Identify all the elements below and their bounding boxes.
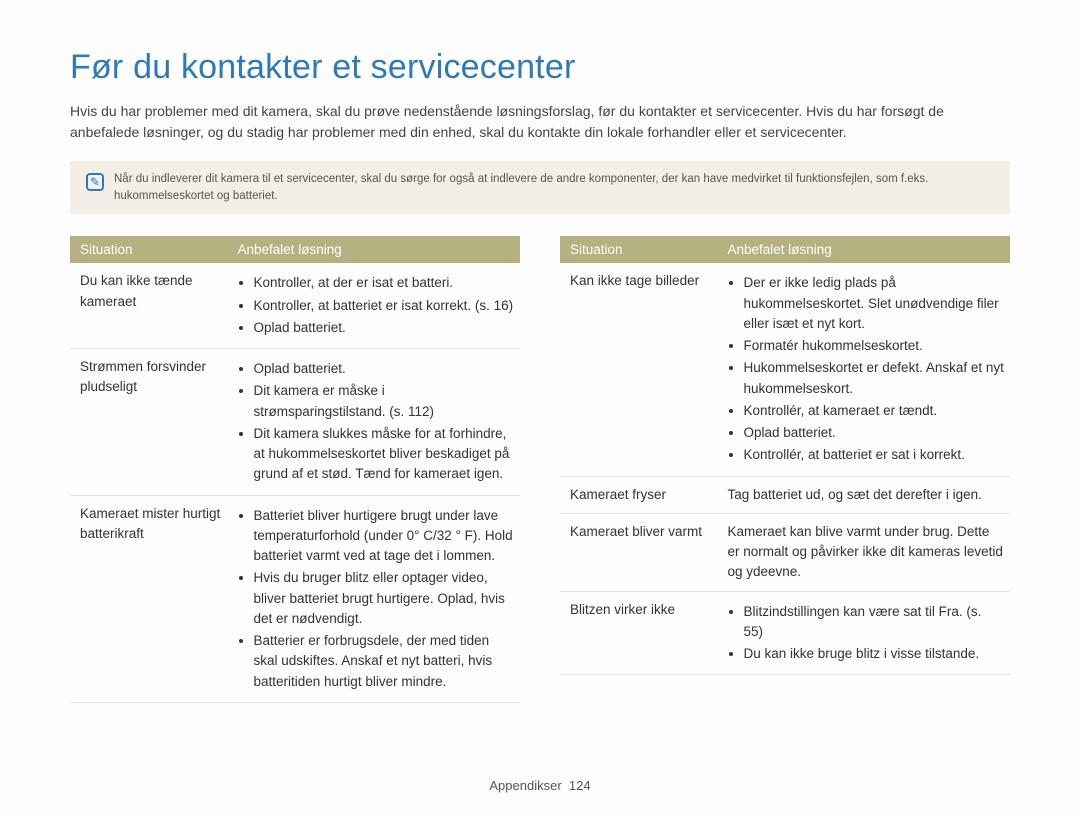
list-item: Blitzindstillingen kan være sat til Fra.… (744, 602, 1005, 643)
list-item: Oplad batteriet. (744, 423, 1005, 443)
list-item: Batterier er forbrugsdele, der med tiden… (254, 631, 515, 692)
list-item: Oplad batteriet. (254, 318, 515, 338)
troubleshoot-table-right: Situation Anbefalet løsning Kan ikke tag… (560, 236, 1010, 675)
footer-label: Appendikser (489, 778, 561, 793)
table-situation: Kan ikke tage billeder (560, 263, 718, 476)
list-item: Batteriet bliver hurtigere brugt under l… (254, 506, 515, 567)
list-item: Kontrollér, at kameraet er tændt. (744, 401, 1005, 421)
page-title: Før du kontakter et servicecenter (70, 48, 1010, 87)
table-solution: Kameraet kan blive varmt under brug. Det… (718, 513, 1011, 591)
manual-page: Før du kontakter et servicecenter Hvis d… (0, 0, 1080, 703)
page-footer: Appendikser 124 (0, 778, 1080, 793)
table-situation: Strømmen forsvinder pludseligt (70, 349, 228, 496)
intro-text: Hvis du har problemer med dit kamera, sk… (70, 101, 1010, 143)
table-solution: Batteriet bliver hurtigere brugt under l… (228, 495, 521, 702)
table-situation: Blitzen virker ikke (560, 591, 718, 675)
list-item: Hvis du bruger blitz eller optager video… (254, 568, 515, 629)
list-item: Kontrollér, at batteriet er sat i korrek… (744, 445, 1005, 465)
troubleshoot-table-left: Situation Anbefalet løsning Du kan ikke … (70, 236, 520, 703)
table-situation: Du kan ikke tænde kameraet (70, 263, 228, 348)
list-item: Hukommelseskortet er defekt. Anskaf et n… (744, 358, 1005, 399)
th-solution: Anbefalet løsning (718, 236, 1011, 263)
table-solution: Der er ikke ledig plads på hukommelsesko… (718, 263, 1011, 476)
list-item: Dit kamera slukkes måske for at forhindr… (254, 424, 515, 485)
note-icon: ✎ (86, 173, 104, 191)
list-item: Dit kamera er måske i strømsparingstilst… (254, 381, 515, 422)
table-situation: Kameraet fryser (560, 476, 718, 513)
note-text: Når du indleverer dit kamera til et serv… (114, 171, 994, 204)
note-box: ✎ Når du indleverer dit kamera til et se… (70, 161, 1010, 214)
list-item: Formatér hukommelseskortet. (744, 336, 1005, 356)
th-situation: Situation (70, 236, 228, 263)
table-solution: Blitzindstillingen kan være sat til Fra.… (718, 591, 1011, 675)
list-item: Kontroller, at der er isat et batteri. (254, 273, 515, 293)
right-column: Situation Anbefalet løsning Kan ikke tag… (560, 236, 1010, 703)
table-solution: Kontroller, at der er isat et batteri. Ko… (228, 263, 521, 348)
table-solution: Oplad batteriet.Dit kamera er måske i st… (228, 349, 521, 496)
list-item: Oplad batteriet. (254, 359, 515, 379)
content-columns: Situation Anbefalet løsning Du kan ikke … (70, 236, 1010, 703)
left-column: Situation Anbefalet løsning Du kan ikke … (70, 236, 520, 703)
list-item: Der er ikke ledig plads på hukommelsesko… (744, 273, 1005, 334)
th-situation: Situation (560, 236, 718, 263)
footer-page: 124 (569, 778, 591, 793)
list-item: Du kan ikke bruge blitz i visse tilstand… (744, 644, 1005, 664)
list-item: Kontroller, at batteriet er isat korrekt… (254, 296, 515, 316)
table-solution: Tag batteriet ud, og sæt det derefter i … (718, 476, 1011, 513)
table-situation: Kameraet bliver varmt (560, 513, 718, 591)
th-solution: Anbefalet løsning (228, 236, 521, 263)
table-situation: Kameraet mister hurtigt batterikraft (70, 495, 228, 702)
